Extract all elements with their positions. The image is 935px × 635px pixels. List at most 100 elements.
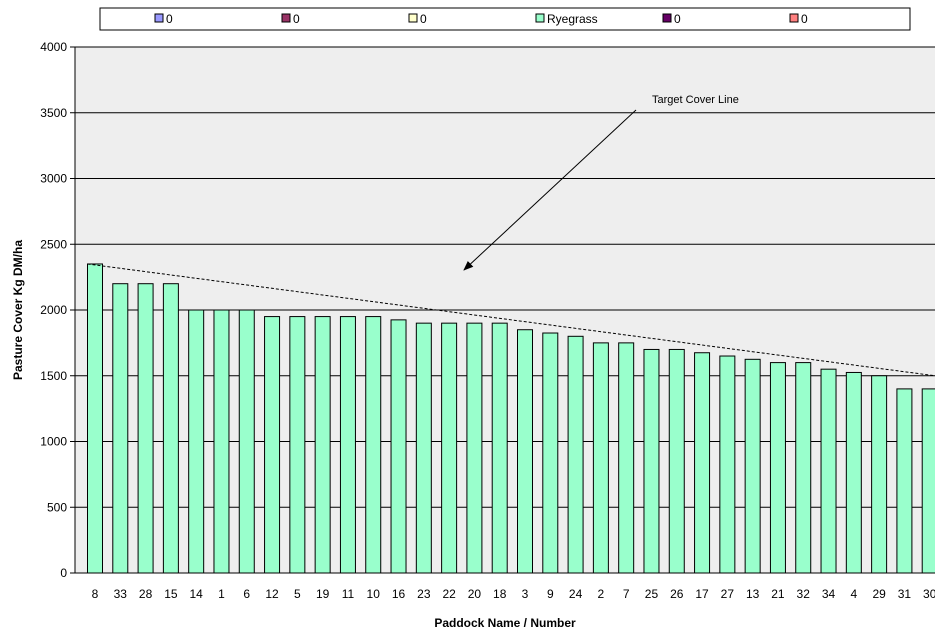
- bar-29: [871, 375, 888, 574]
- legend-swatch: [535, 13, 545, 23]
- legend-frame: [99, 7, 911, 31]
- bar-24: [567, 335, 584, 574]
- x-tick-label: 8: [92, 587, 99, 601]
- bar-11: [339, 316, 356, 574]
- x-tick-label: 30: [923, 587, 935, 601]
- bar-8: [87, 263, 103, 574]
- x-tick-label: 16: [392, 587, 406, 601]
- bar-13: [744, 358, 761, 574]
- x-tick-label: 32: [797, 587, 811, 601]
- y-axis-title: Pasture Cover Kg DM/ha: [11, 240, 25, 380]
- bar-31: [896, 388, 913, 574]
- bar-3: [517, 329, 533, 574]
- x-tick-label: 19: [316, 587, 330, 601]
- legend-label: 0: [420, 12, 427, 26]
- bar-9: [542, 332, 559, 574]
- x-tick-label: 21: [771, 587, 785, 601]
- y-tick-label: 3000: [40, 172, 67, 186]
- bar-12: [264, 316, 281, 574]
- x-tick-label: 14: [189, 587, 203, 601]
- bar-1: [213, 309, 230, 574]
- annotation-target-cover-line: Target Cover Line: [652, 94, 739, 106]
- y-tick-labels: 0 500 1000 1500 2000 2500 3000 3500 4000: [40, 40, 67, 580]
- x-tick-label: 5: [294, 587, 301, 601]
- y-tick-label: 2000: [40, 303, 67, 317]
- x-tick-label: 23: [417, 587, 431, 601]
- annotation-arrow: [463, 109, 637, 271]
- bar-30: [921, 388, 935, 574]
- legend: 0 0 0 Ryegrass 0 0: [99, 7, 911, 31]
- bar-5: [289, 316, 306, 574]
- x-tick-label: 1: [218, 587, 225, 601]
- x-tick-label: 13: [746, 587, 760, 601]
- x-tick-label: 15: [164, 587, 178, 601]
- bar-17: [694, 352, 711, 574]
- legend-swatch: [281, 13, 291, 23]
- legend-swatch: [154, 13, 164, 23]
- axes: [70, 46, 935, 574]
- x-tick-label: 2: [598, 587, 605, 601]
- legend-swatch: [789, 13, 799, 23]
- x-tick-label: 29: [872, 587, 886, 601]
- legend-swatch: [408, 13, 418, 23]
- bar-15: [162, 283, 179, 574]
- target-cover-line: [87, 263, 935, 377]
- x-tick-label: 31: [898, 587, 912, 601]
- y-tick-label: 0: [60, 566, 67, 580]
- x-tick-label: 20: [468, 587, 482, 601]
- bar-16: [390, 319, 407, 574]
- bar-18: [491, 322, 508, 574]
- legend-label: 0: [293, 12, 300, 26]
- bar-6: [238, 309, 255, 574]
- x-tick-label: 12: [265, 587, 279, 601]
- x-tick-label: 18: [493, 587, 507, 601]
- y-tick-label: 1500: [40, 369, 67, 383]
- bar-4: [845, 371, 862, 574]
- x-tick-label: 11: [342, 587, 355, 601]
- y-tick-label: 3500: [40, 106, 67, 120]
- bar-28: [137, 283, 154, 574]
- bar-20: [466, 322, 483, 574]
- legend-label: Ryegrass: [547, 12, 598, 26]
- x-tick-label: 9: [547, 587, 554, 601]
- x-tick-label: 6: [243, 587, 250, 601]
- bar-21: [769, 362, 786, 574]
- bar-23: [415, 322, 432, 574]
- bar-25: [643, 348, 660, 574]
- bar-10: [365, 316, 382, 574]
- x-tick-label: 22: [442, 587, 456, 601]
- x-tick-label: 24: [569, 587, 583, 601]
- bar-26: [668, 348, 685, 574]
- x-tick-label: 7: [623, 587, 630, 601]
- bar-32: [795, 362, 812, 574]
- bar-22: [441, 322, 458, 574]
- y-tick-label: 2500: [40, 237, 67, 251]
- x-tick-label: 33: [114, 587, 128, 601]
- y-tick-label: 1000: [40, 435, 67, 449]
- y-tick-label: 500: [47, 500, 67, 514]
- x-tick-label: 4: [850, 587, 857, 601]
- legend-label: 0: [674, 12, 681, 26]
- x-tick-label: 27: [721, 587, 735, 601]
- x-tick-label: 25: [645, 587, 659, 601]
- bar-27: [719, 355, 736, 574]
- bar-2: [592, 342, 609, 574]
- legend-swatch: [662, 13, 672, 23]
- x-tick-label: 3: [522, 587, 529, 601]
- bar-7: [618, 342, 635, 574]
- x-tick-label: 34: [822, 587, 836, 601]
- bar-19: [314, 316, 331, 574]
- bar-34: [820, 368, 837, 574]
- y-tick-label: 4000: [40, 40, 67, 54]
- x-axis-title: Paddock Name / Number: [434, 616, 576, 630]
- x-tick-label: 28: [139, 587, 153, 601]
- x-tick-labels: 8 33 28 15 14 1 6 12 5 19 11 10 16 23 22 20 18 3 9 24 2 7 25 26…: [92, 587, 935, 601]
- bar-14: [188, 309, 205, 574]
- legend-label: 0: [166, 12, 173, 26]
- x-tick-label: 10: [367, 587, 381, 601]
- x-tick-label: 17: [695, 587, 709, 601]
- bar-33: [112, 283, 129, 574]
- x-tick-label: 26: [670, 587, 684, 601]
- legend-label: 0: [801, 12, 808, 26]
